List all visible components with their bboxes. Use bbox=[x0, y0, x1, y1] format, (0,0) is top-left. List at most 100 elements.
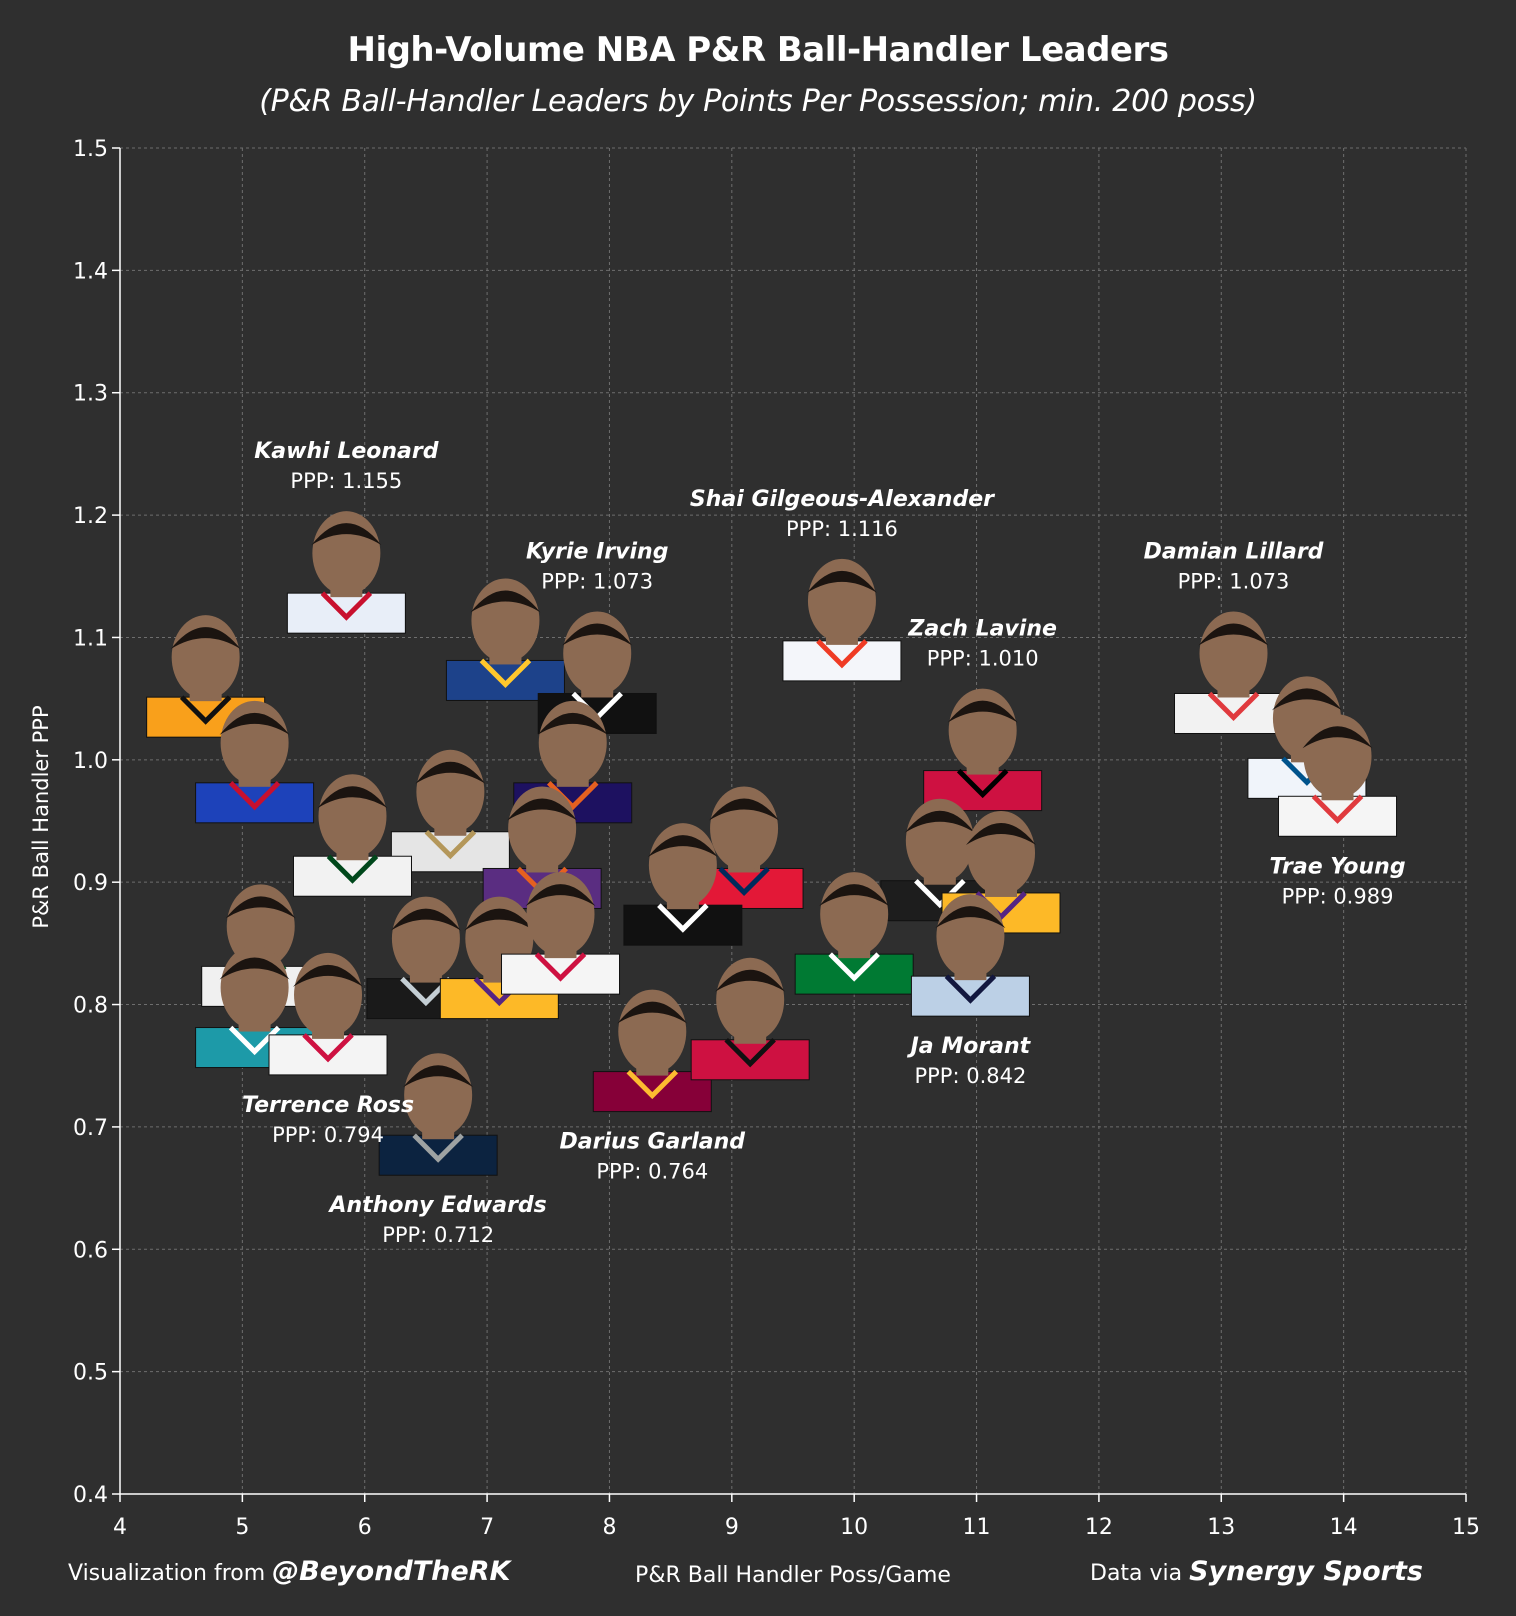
player-label: Damian Lillard PPP: 1.073 bbox=[1144, 539, 1324, 593]
jersey-shape bbox=[195, 782, 315, 824]
player-ppp: PPP: 1.073 bbox=[1178, 569, 1290, 593]
player-ppp: PPP: 1.155 bbox=[290, 469, 402, 493]
x-tick-label: 6 bbox=[358, 1515, 372, 1540]
player-ppp: PPP: 1.010 bbox=[927, 647, 1039, 671]
player-label: Trae Young PPP: 0.989 bbox=[1269, 854, 1405, 908]
player-marker bbox=[286, 511, 406, 634]
jersey-shape bbox=[286, 592, 406, 634]
jersey-collar bbox=[534, 952, 587, 982]
player-name: Kawhi Leonard bbox=[254, 439, 438, 464]
credit-handle: @BeyondTheRK bbox=[272, 1556, 511, 1587]
player-label: Anthony Edwards PPP: 0.712 bbox=[327, 1193, 546, 1247]
player-marker bbox=[378, 1053, 498, 1176]
jersey-shape bbox=[623, 904, 743, 946]
hair-shape bbox=[311, 523, 382, 546]
jersey-collar bbox=[1207, 691, 1260, 722]
jersey-shape bbox=[292, 855, 412, 897]
hair-shape bbox=[219, 957, 290, 980]
player-name: Kyrie Irving bbox=[526, 539, 668, 564]
player-marker bbox=[501, 872, 621, 995]
player-name: Anthony Edwards bbox=[327, 1193, 546, 1218]
hair-shape bbox=[537, 712, 608, 735]
y-tick-label: 1.2 bbox=[73, 504, 108, 529]
hair-shape bbox=[293, 964, 364, 987]
jersey-collar bbox=[828, 952, 880, 982]
jersey-collar bbox=[424, 829, 477, 860]
player-name: Shai Gilgeous-Alexander bbox=[690, 487, 995, 512]
player-ppp: PPP: 1.116 bbox=[786, 517, 898, 541]
y-tick-label: 0.8 bbox=[73, 994, 108, 1019]
x-tick-label: 13 bbox=[1207, 1515, 1235, 1540]
player-marker bbox=[923, 688, 1043, 812]
player-marker bbox=[1174, 611, 1294, 734]
jersey-collar bbox=[718, 866, 770, 897]
x-tick-label: 8 bbox=[602, 1515, 616, 1540]
y-tick-label: 0.5 bbox=[73, 1361, 108, 1386]
jersey-collar bbox=[326, 854, 379, 884]
hair-shape bbox=[403, 1065, 474, 1088]
x-tick-label: 14 bbox=[1330, 1515, 1358, 1540]
jersey-collar bbox=[228, 781, 281, 811]
y-axis-title: P&R Ball Handler PPP bbox=[29, 705, 53, 928]
player-ppp: PPP: 0.764 bbox=[596, 1160, 708, 1184]
x-tick-label: 5 bbox=[235, 1515, 249, 1540]
hair-shape bbox=[170, 627, 241, 650]
player-marker bbox=[910, 894, 1030, 1017]
hair-shape bbox=[525, 884, 596, 907]
jersey-collar bbox=[179, 695, 232, 725]
jersey-collar bbox=[956, 768, 1009, 799]
player-labels: Kawhi Leonard PPP: 1.155 Kyrie Irving PPP: … bbox=[242, 439, 1406, 1247]
hair-shape bbox=[219, 712, 290, 735]
player-marker bbox=[439, 896, 559, 1020]
y-tick-label: 0.7 bbox=[73, 1116, 108, 1141]
player-label: Kyrie Irving PPP: 1.073 bbox=[526, 539, 668, 593]
player-marker bbox=[195, 700, 315, 824]
hair-shape bbox=[1302, 726, 1373, 749]
y-tick-label: 0.4 bbox=[73, 1483, 108, 1508]
jersey-collar bbox=[626, 1069, 679, 1100]
x-tick-label: 15 bbox=[1452, 1515, 1480, 1540]
player-label: Terrence Ross PPP: 0.794 bbox=[242, 1093, 414, 1147]
jersey-collar bbox=[320, 591, 373, 621]
y-tick-label: 0.9 bbox=[73, 871, 108, 896]
hair-shape bbox=[715, 969, 786, 992]
jersey-collar bbox=[412, 1133, 464, 1163]
jersey-collar bbox=[302, 1033, 354, 1063]
player-ppp: PPP: 0.712 bbox=[382, 1223, 494, 1247]
y-tick-label: 1.1 bbox=[73, 626, 108, 651]
player-marker bbox=[690, 957, 810, 1081]
hair-shape bbox=[225, 896, 296, 919]
player-marker bbox=[268, 952, 388, 1076]
source-name: Synergy Sports bbox=[1189, 1556, 1423, 1587]
y-tick-label: 1.0 bbox=[73, 749, 108, 774]
hair-shape bbox=[935, 906, 1006, 929]
player-ppp: PPP: 0.842 bbox=[914, 1064, 1026, 1088]
hair-shape bbox=[1271, 688, 1342, 711]
y-tick-label: 0.6 bbox=[73, 1238, 108, 1263]
jersey-shape bbox=[378, 1134, 498, 1176]
hair-shape bbox=[390, 908, 461, 931]
jersey-collar bbox=[944, 974, 997, 1004]
data-source-credit: Data via Synergy Sports bbox=[1090, 1556, 1423, 1587]
player-marker bbox=[390, 749, 510, 873]
jersey-collar bbox=[914, 878, 966, 909]
x-tick-label: 11 bbox=[963, 1515, 991, 1540]
player-label: Zach Lavine PPP: 1.010 bbox=[907, 617, 1057, 671]
chart-subtitle: (P&R Ball-Handler Leaders by Points Per … bbox=[259, 84, 1257, 119]
source-prefix: Data via bbox=[1090, 1561, 1190, 1586]
x-tick-label: 7 bbox=[480, 1515, 494, 1540]
hair-shape bbox=[470, 590, 541, 613]
player-marker bbox=[782, 558, 902, 682]
player-name: Zach Lavine bbox=[907, 617, 1057, 642]
player-name: Trae Young bbox=[1269, 854, 1405, 879]
player-label: Kawhi Leonard PPP: 1.155 bbox=[254, 439, 438, 493]
axes: 4 5 6 7 8 9 10 11 12 13 14 15 0.4 0.5 0.6 0.7 0.8 0.9 1.0 1… bbox=[73, 137, 1480, 1540]
jersey-shape bbox=[501, 953, 621, 995]
jersey-collar bbox=[657, 903, 709, 933]
player-marker bbox=[445, 578, 565, 701]
hair-shape bbox=[617, 1001, 688, 1024]
player-name: Terrence Ross bbox=[242, 1093, 414, 1118]
player-label: Ja Morant PPP: 0.842 bbox=[907, 1034, 1032, 1088]
player-ppp: PPP: 1.073 bbox=[541, 569, 653, 593]
